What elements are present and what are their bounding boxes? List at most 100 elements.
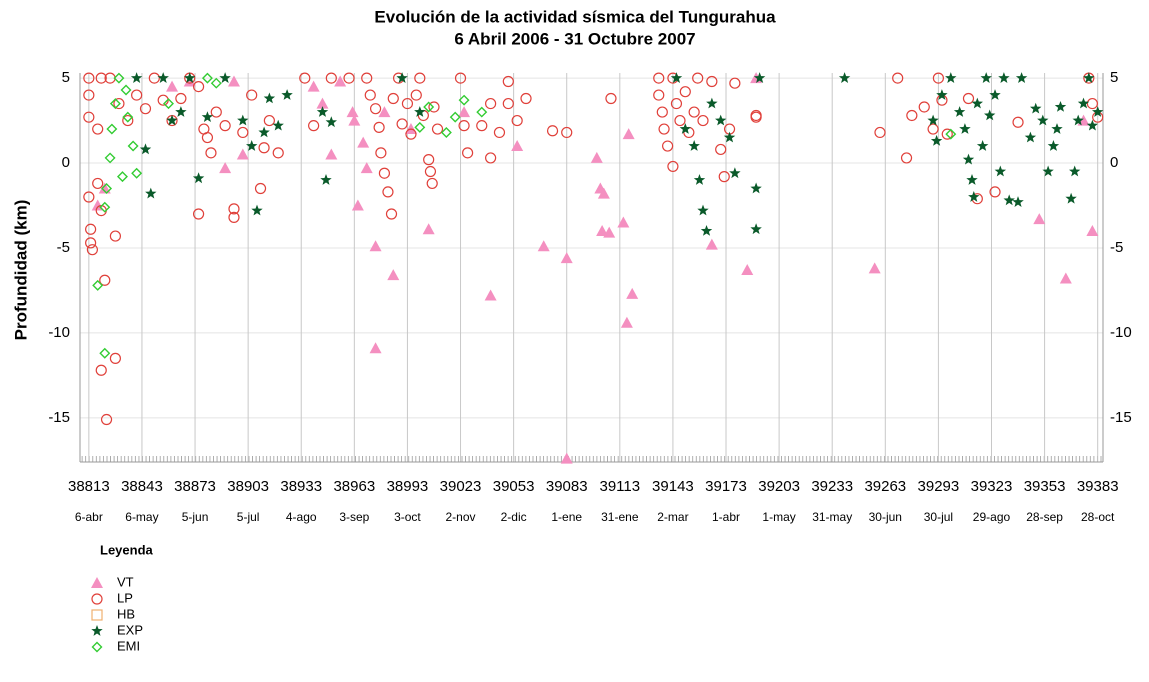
- x-date-label: 30-jun: [869, 510, 902, 524]
- point: [320, 174, 332, 185]
- y-tick-label: -10: [48, 324, 70, 341]
- point: [184, 72, 196, 83]
- point: [157, 72, 169, 83]
- point: [560, 452, 573, 464]
- point: [658, 123, 670, 135]
- legend-marker: [91, 577, 103, 588]
- point: [92, 177, 104, 190]
- x-date-label: 5-jul: [237, 510, 260, 524]
- point: [989, 186, 1001, 198]
- x-tick-label: 39053: [493, 478, 535, 495]
- point: [325, 116, 337, 128]
- point: [706, 97, 718, 109]
- point: [334, 75, 347, 87]
- point: [92, 123, 104, 135]
- point: [246, 89, 258, 101]
- point: [364, 89, 376, 101]
- legend-marker: [91, 609, 103, 621]
- point: [396, 72, 408, 83]
- point: [98, 182, 111, 194]
- point: [382, 186, 394, 198]
- point: [729, 167, 741, 179]
- point: [175, 106, 187, 117]
- point: [219, 72, 231, 83]
- point: [130, 72, 143, 83]
- point: [440, 126, 452, 138]
- point: [139, 143, 152, 155]
- x-date-label: 31-ene: [601, 510, 639, 524]
- chart-title: Evolución de la actividad sísmica del Tu…: [374, 7, 776, 26]
- x-tick-label: 38813: [68, 478, 110, 495]
- point: [346, 106, 359, 118]
- x-tick-label: 39203: [758, 478, 800, 495]
- point: [192, 80, 205, 93]
- point: [127, 140, 139, 152]
- point: [596, 224, 609, 236]
- point: [485, 152, 497, 164]
- point: [131, 89, 143, 101]
- point: [281, 89, 293, 100]
- point: [163, 98, 174, 110]
- point: [251, 204, 263, 216]
- x-tick-label: 39233: [811, 478, 853, 495]
- point: [1072, 114, 1084, 126]
- x-date-label: 6-abr: [75, 510, 103, 524]
- x-date-label: 3-sep: [339, 510, 369, 524]
- x-date-label: 30-jul: [924, 510, 953, 524]
- point: [83, 89, 95, 101]
- point: [210, 106, 222, 118]
- point: [561, 126, 573, 139]
- x-tick-label: 39143: [652, 478, 694, 495]
- point: [219, 162, 232, 174]
- point: [693, 174, 706, 185]
- point: [838, 72, 851, 83]
- point: [945, 128, 957, 140]
- point: [1092, 106, 1104, 117]
- point: [976, 140, 989, 151]
- x-date-label: 1-abr: [712, 510, 740, 524]
- point: [85, 237, 97, 249]
- point: [1012, 116, 1024, 128]
- point: [750, 182, 762, 194]
- x-tick-label: 38903: [227, 478, 269, 495]
- point: [99, 347, 111, 359]
- point: [95, 364, 107, 376]
- legend-label: VT: [117, 574, 134, 589]
- point: [109, 352, 121, 364]
- point: [227, 75, 240, 87]
- point: [1069, 165, 1081, 177]
- point: [109, 98, 121, 110]
- point: [962, 92, 975, 105]
- point: [706, 75, 718, 88]
- point: [936, 89, 948, 100]
- x-date-label: 28-oct: [1081, 510, 1115, 524]
- point: [927, 123, 939, 135]
- point: [918, 101, 930, 113]
- point: [369, 240, 382, 252]
- point: [1042, 165, 1054, 177]
- point: [476, 120, 488, 132]
- point: [83, 191, 95, 203]
- point: [131, 167, 143, 179]
- y-tick-label: -5: [57, 239, 70, 256]
- point: [205, 147, 217, 159]
- point: [900, 152, 913, 164]
- point: [201, 131, 214, 144]
- point: [86, 244, 98, 256]
- point: [1030, 102, 1042, 114]
- point: [653, 89, 665, 101]
- point: [667, 160, 679, 173]
- point: [1012, 196, 1024, 207]
- point: [868, 262, 881, 274]
- legend-label: EMI: [117, 638, 140, 653]
- x-date-label: 2-nov: [446, 510, 476, 524]
- point: [228, 211, 240, 223]
- point: [662, 140, 674, 152]
- legend-label: HB: [117, 606, 135, 621]
- point: [426, 177, 438, 190]
- point: [348, 114, 361, 126]
- point: [166, 114, 178, 126]
- point: [254, 182, 267, 195]
- point: [968, 191, 980, 202]
